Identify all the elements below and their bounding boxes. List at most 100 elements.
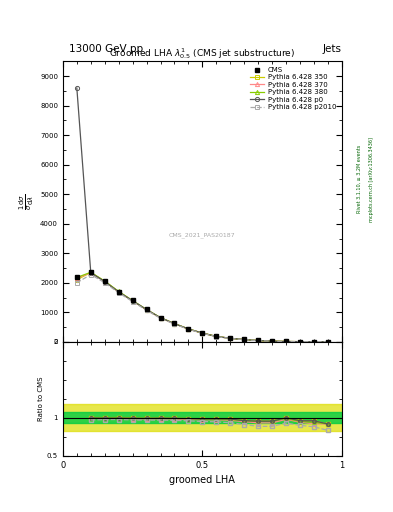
Pythia 6.428 380: [144, 307, 149, 313]
Pythia 6.428 380: [186, 326, 191, 332]
Pythia 6.428 380: [116, 288, 121, 294]
CMS: [270, 338, 275, 344]
Pythia 6.428 p2010: [102, 280, 107, 286]
Title: Groomed LHA $\lambda^{1}_{0.5}$ (CMS jet substructure): Groomed LHA $\lambda^{1}_{0.5}$ (CMS jet…: [109, 47, 296, 61]
Pythia 6.428 p2010: [242, 336, 247, 343]
Pythia 6.428 380: [298, 338, 303, 345]
Pythia 6.428 370: [186, 326, 191, 332]
Bar: [63, 412, 342, 423]
Pythia 6.428 p0: [144, 307, 149, 313]
Pythia 6.428 p0: [88, 270, 93, 276]
Text: 13000 GeV pp: 13000 GeV pp: [69, 44, 143, 54]
Pythia 6.428 p2010: [200, 330, 205, 336]
Pythia 6.428 370: [256, 337, 261, 344]
CMS: [102, 278, 107, 284]
Pythia 6.428 p0: [270, 338, 275, 344]
Pythia 6.428 370: [228, 335, 233, 342]
Pythia 6.428 370: [270, 338, 275, 344]
Pythia 6.428 350: [270, 338, 275, 344]
CMS: [312, 338, 316, 345]
CMS: [75, 274, 79, 280]
Pythia 6.428 380: [75, 274, 79, 281]
CMS: [298, 338, 303, 345]
Pythia 6.428 370: [75, 275, 79, 282]
Pythia 6.428 p2010: [75, 280, 79, 286]
Pythia 6.428 p0: [228, 335, 233, 342]
Pythia 6.428 p0: [130, 297, 135, 304]
Line: Pythia 6.428 380: Pythia 6.428 380: [75, 270, 330, 344]
Pythia 6.428 370: [102, 279, 107, 285]
Pythia 6.428 350: [130, 297, 135, 304]
Pythia 6.428 p2010: [144, 307, 149, 313]
Pythia 6.428 350: [284, 338, 288, 345]
Pythia 6.428 370: [242, 336, 247, 343]
Pythia 6.428 p0: [116, 289, 121, 295]
Pythia 6.428 350: [144, 307, 149, 313]
X-axis label: groomed LHA: groomed LHA: [169, 475, 235, 485]
Pythia 6.428 370: [172, 321, 177, 327]
Pythia 6.428 370: [88, 270, 93, 276]
Pythia 6.428 350: [312, 338, 316, 345]
Pythia 6.428 380: [326, 338, 331, 345]
Pythia 6.428 380: [228, 335, 233, 342]
Pythia 6.428 370: [312, 338, 316, 345]
CMS: [88, 269, 93, 275]
CMS: [144, 306, 149, 312]
Pythia 6.428 p2010: [172, 321, 177, 327]
Pythia 6.428 p0: [326, 338, 331, 345]
Pythia 6.428 350: [88, 269, 93, 275]
Pythia 6.428 380: [242, 336, 247, 343]
CMS: [116, 289, 121, 295]
Pythia 6.428 380: [256, 337, 261, 344]
Pythia 6.428 p2010: [270, 338, 275, 344]
Pythia 6.428 350: [102, 278, 107, 284]
Pythia 6.428 350: [214, 333, 219, 339]
Pythia 6.428 380: [158, 315, 163, 321]
Pythia 6.428 p0: [284, 338, 288, 345]
Pythia 6.428 370: [130, 298, 135, 304]
Pythia 6.428 380: [284, 338, 288, 345]
Text: CMS_2021_PAS20187: CMS_2021_PAS20187: [169, 232, 236, 238]
Pythia 6.428 380: [312, 338, 316, 345]
Pythia 6.428 350: [298, 338, 303, 345]
CMS: [172, 321, 177, 327]
Pythia 6.428 350: [75, 277, 79, 283]
Y-axis label: $\frac{1}{\sigma}\frac{\mathrm{d}\sigma}{\mathrm{d}\lambda}$: $\frac{1}{\sigma}\frac{\mathrm{d}\sigma}…: [18, 194, 36, 210]
Pythia 6.428 370: [284, 338, 288, 345]
Pythia 6.428 p0: [312, 338, 316, 345]
Line: Pythia 6.428 p2010: Pythia 6.428 p2010: [75, 272, 330, 344]
Pythia 6.428 p2010: [158, 315, 163, 322]
Pythia 6.428 370: [116, 289, 121, 295]
Pythia 6.428 p2010: [284, 338, 288, 345]
Pythia 6.428 p0: [75, 85, 79, 91]
Pythia 6.428 350: [158, 315, 163, 321]
Pythia 6.428 p0: [172, 321, 177, 327]
Pythia 6.428 350: [242, 336, 247, 343]
Pythia 6.428 p2010: [312, 338, 316, 345]
Pythia 6.428 370: [214, 333, 219, 339]
Pythia 6.428 380: [130, 297, 135, 304]
CMS: [200, 330, 205, 336]
Pythia 6.428 p2010: [116, 290, 121, 296]
Pythia 6.428 p2010: [186, 326, 191, 332]
Pythia 6.428 380: [172, 321, 177, 327]
Text: mcplots.cern.ch [arXiv:1306.3436]: mcplots.cern.ch [arXiv:1306.3436]: [369, 137, 374, 222]
Pythia 6.428 p2010: [228, 335, 233, 342]
Pythia 6.428 380: [214, 333, 219, 339]
Pythia 6.428 350: [326, 338, 331, 345]
Pythia 6.428 350: [116, 289, 121, 295]
Pythia 6.428 350: [172, 321, 177, 327]
Y-axis label: Ratio to CMS: Ratio to CMS: [38, 376, 44, 421]
Pythia 6.428 350: [256, 337, 261, 344]
Pythia 6.428 380: [200, 330, 205, 336]
CMS: [214, 333, 219, 339]
Pythia 6.428 p0: [242, 336, 247, 343]
Bar: [63, 404, 342, 432]
CMS: [130, 297, 135, 304]
Pythia 6.428 380: [102, 278, 107, 284]
Text: Rivet 3.1.10, ≥ 3.2M events: Rivet 3.1.10, ≥ 3.2M events: [357, 145, 362, 214]
Pythia 6.428 p0: [256, 337, 261, 344]
CMS: [158, 314, 163, 321]
Pythia 6.428 p2010: [130, 298, 135, 305]
Pythia 6.428 p0: [200, 330, 205, 336]
